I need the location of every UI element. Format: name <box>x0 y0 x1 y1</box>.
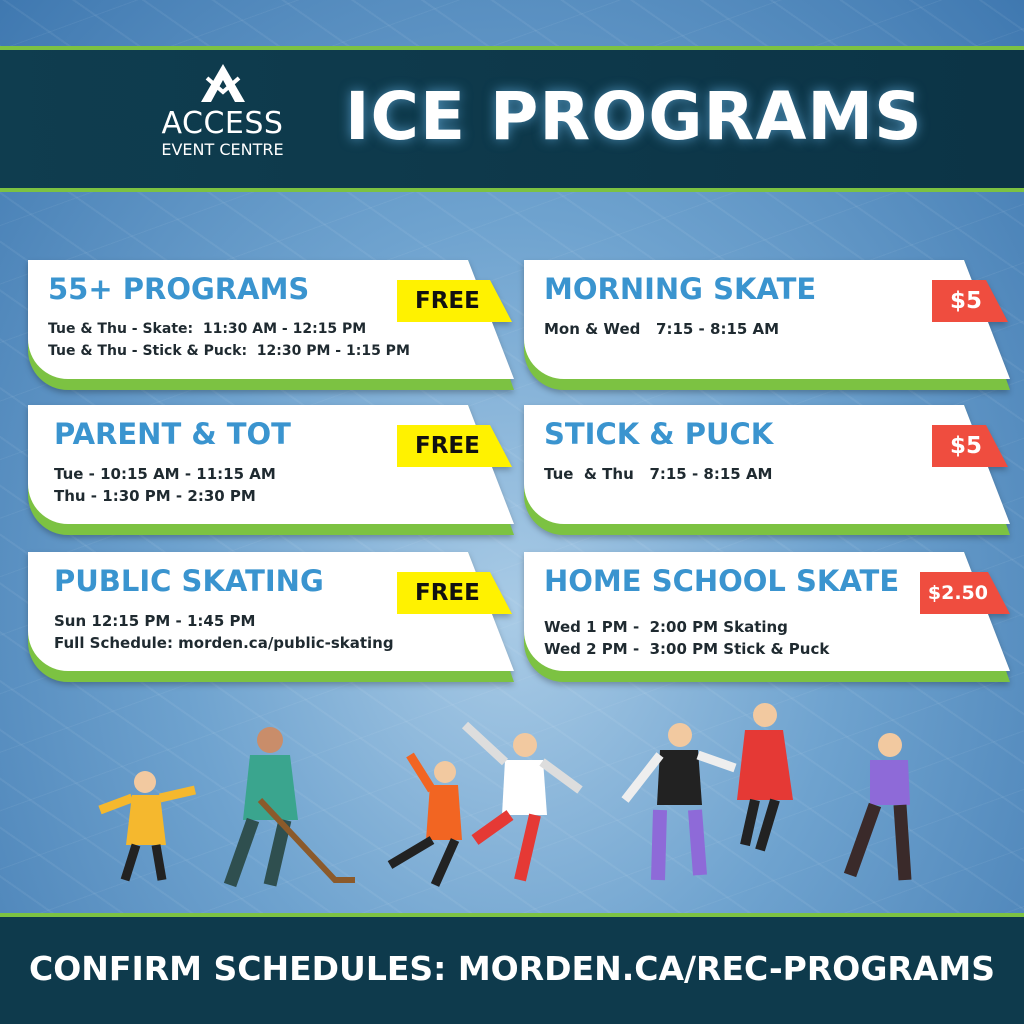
schedule-line: Wed 2 PM - 3:00 PM Stick & Puck <box>544 640 830 658</box>
price-tag: FREE <box>397 280 512 322</box>
logo-line-1: ACCESS <box>161 106 284 141</box>
skater-adult-purple-icon <box>621 723 737 881</box>
price-tag: FREE <box>397 572 512 614</box>
access-event-centre-logo: ACCESS EVENT CENTRE <box>150 62 295 160</box>
price-tag: $5 <box>932 280 1008 322</box>
program-name: STICK & PUCK <box>544 417 774 451</box>
header-band: ACCESS EVENT CENTRE ICE PROGRAMS <box>0 46 1024 192</box>
program-name: PUBLIC SKATING <box>54 564 324 598</box>
skater-hockey-player-icon <box>223 727 355 888</box>
program-card-stick-puck: STICK & PUCK $5 Tue & Thu 7:15 - 8:15 AM <box>524 405 1010 535</box>
program-name: PARENT & TOT <box>54 417 291 451</box>
price-tag: $5 <box>932 425 1008 467</box>
program-name: MORNING SKATE <box>544 272 817 306</box>
program-card-public-skating: PUBLIC SKATING FREE Sun 12:15 PM - 1:45 … <box>28 552 514 682</box>
price-tag: FREE <box>397 425 512 467</box>
price-tag: $2.50 <box>920 572 1010 614</box>
program-card-home-school-skate: HOME SCHOOL SKATE $2.50 Wed 1 PM - 2:00 … <box>524 552 1010 682</box>
skaters-illustration <box>98 703 912 888</box>
footer-band: CONFIRM SCHEDULES: MORDEN.CA/REC-PROGRAM… <box>0 913 1024 1024</box>
program-card-parent-tot: PARENT & TOT FREE Tue - 10:15 AM - 11:15… <box>28 405 514 535</box>
schedule-line: Mon & Wed 7:15 - 8:15 AM <box>544 320 780 338</box>
skater-adult-purple-top-icon <box>843 733 912 881</box>
schedule-line: Tue & Thu - Stick & Puck: 12:30 PM - 1:1… <box>48 343 410 359</box>
schedule-line: Thu - 1:30 PM - 2:30 PM <box>54 487 256 505</box>
skater-adult-white-icon <box>461 721 583 882</box>
skater-adult-red-coat-icon <box>737 703 793 852</box>
program-card-morning-skate: MORNING SKATE $5 Mon & Wed 7:15 - 8:15 A… <box>524 260 1010 390</box>
program-name: 55+ PROGRAMS <box>48 272 310 306</box>
schedule-line: Tue & Thu - Skate: 11:30 AM - 12:15 PM <box>48 321 367 337</box>
skater-child-yellow-icon <box>98 771 197 882</box>
program-card-55-plus: 55+ PROGRAMS FREE Tue & Thu - Skate: 11:… <box>28 260 514 390</box>
footer-confirm-schedules: CONFIRM SCHEDULES: MORDEN.CA/REC-PROGRAM… <box>29 949 995 988</box>
schedule-line: Tue - 10:15 AM - 11:15 AM <box>54 465 276 483</box>
schedule-line: Tue & Thu 7:15 - 8:15 AM <box>544 465 773 483</box>
schedule-line: Sun 12:15 PM - 1:45 PM <box>54 612 256 630</box>
logo-mark-icon <box>200 64 245 102</box>
program-name: HOME SCHOOL SKATE <box>544 564 900 598</box>
skater-child-orange-icon <box>387 752 462 887</box>
page-title: ICE PROGRAMS <box>345 78 923 155</box>
logo-line-2: EVENT CENTRE <box>161 140 284 159</box>
schedule-line: Full Schedule: morden.ca/public-skating <box>54 634 394 652</box>
schedule-line: Wed 1 PM - 2:00 PM Skating <box>544 618 788 636</box>
